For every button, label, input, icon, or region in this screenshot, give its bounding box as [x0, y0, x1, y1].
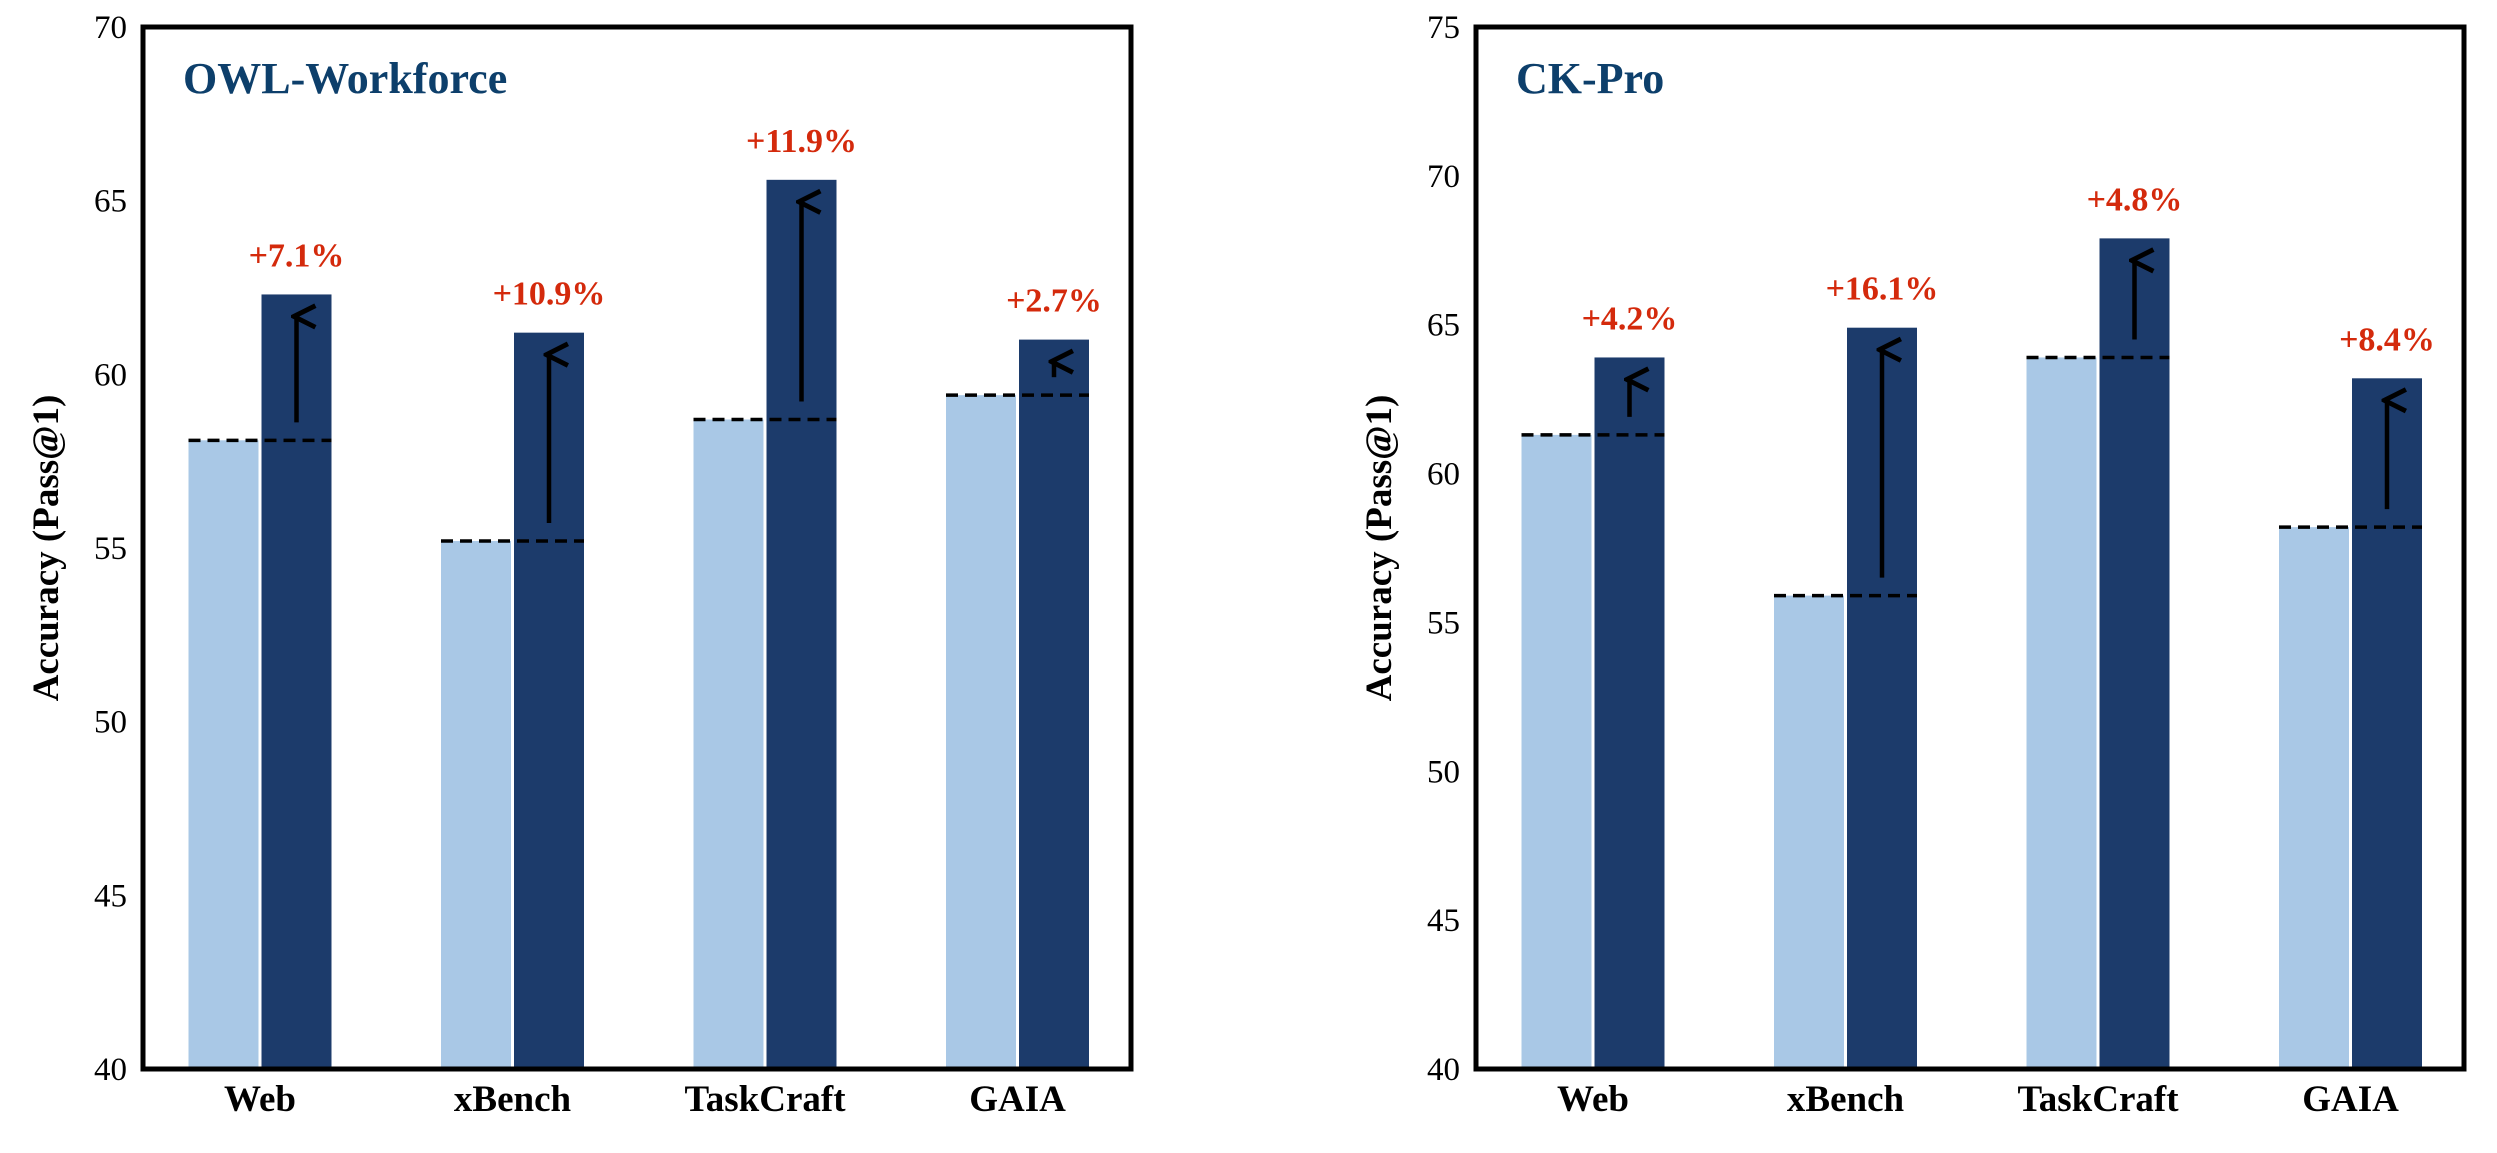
plot-frame [1473, 24, 2467, 1072]
y-tick-label: 40 [94, 1052, 127, 1088]
bar-improved [1594, 357, 1665, 1069]
y-tick-label: 45 [1427, 903, 1460, 939]
bar-baseline [1521, 434, 1592, 1070]
chart-title: OWL-Workforce [183, 54, 507, 103]
y-tick-label: 50 [94, 705, 127, 741]
bar-baseline [693, 419, 764, 1069]
y-tick-label: 70 [94, 10, 127, 46]
gain-label: +2.7% [1006, 283, 1102, 320]
y-axis-label: Accuracy (Pass@1) [26, 395, 67, 702]
y-tick-label: 65 [1427, 308, 1460, 344]
x-tick-label: TaskCraft [684, 1079, 846, 1120]
x-tick-label: xBench [454, 1079, 572, 1120]
y-tick-label: 75 [1427, 10, 1460, 46]
bar-baseline [2279, 527, 2349, 1069]
plot-frame [140, 24, 1134, 1072]
y-tick-label: 65 [94, 184, 127, 220]
x-tick-label: Web [1557, 1079, 1629, 1120]
gain-label: +11.9% [746, 123, 857, 160]
x-tick-label: GAIA [2302, 1079, 2399, 1120]
gain-label: +7.1% [249, 237, 345, 274]
x-tick-label: xBench [1787, 1079, 1905, 1120]
gain-label: +4.8% [2087, 181, 2183, 218]
y-tick-label: 70 [1427, 159, 1460, 195]
y-tick-label: 50 [1427, 754, 1460, 790]
chart-panel-2: +4.2% Web +16.1% xBench +4.8% TaskCraft +8.4% G… [1359, 10, 2467, 1120]
gain-label: +8.4% [2339, 321, 2435, 358]
y-tick-label: 55 [94, 531, 127, 567]
y-tick-label: 60 [94, 357, 127, 393]
y-tick-label: 40 [1427, 1052, 1460, 1088]
bar-improved [261, 294, 332, 1069]
y-tick-label: 55 [1427, 605, 1460, 641]
gain-label: +4.2% [1582, 300, 1678, 337]
chart-title: CK-Pro [1516, 54, 1664, 103]
bar-baseline [2026, 357, 2097, 1069]
bar-baseline [188, 440, 259, 1069]
bar-baseline [1774, 595, 1844, 1069]
y-axis-label: Accuracy (Pass@1) [1359, 395, 1400, 702]
y-tick-label: 60 [1427, 457, 1460, 493]
bar-baseline [441, 541, 511, 1069]
gain-label: +16.1% [1826, 271, 1939, 308]
x-tick-label: TaskCraft [2017, 1079, 2179, 1120]
chart-panel-1: +7.1% Web +10.9% xBench +11.9% TaskCraft +2.7%… [26, 10, 1134, 1120]
bar-improved [1019, 339, 1089, 1070]
gain-label: +10.9% [493, 276, 606, 313]
y-tick-label: 45 [94, 878, 127, 914]
bar-improved [2099, 238, 2170, 1069]
x-tick-label: Web [224, 1079, 296, 1120]
bar-baseline [946, 395, 1016, 1069]
x-tick-label: GAIA [969, 1079, 1066, 1120]
